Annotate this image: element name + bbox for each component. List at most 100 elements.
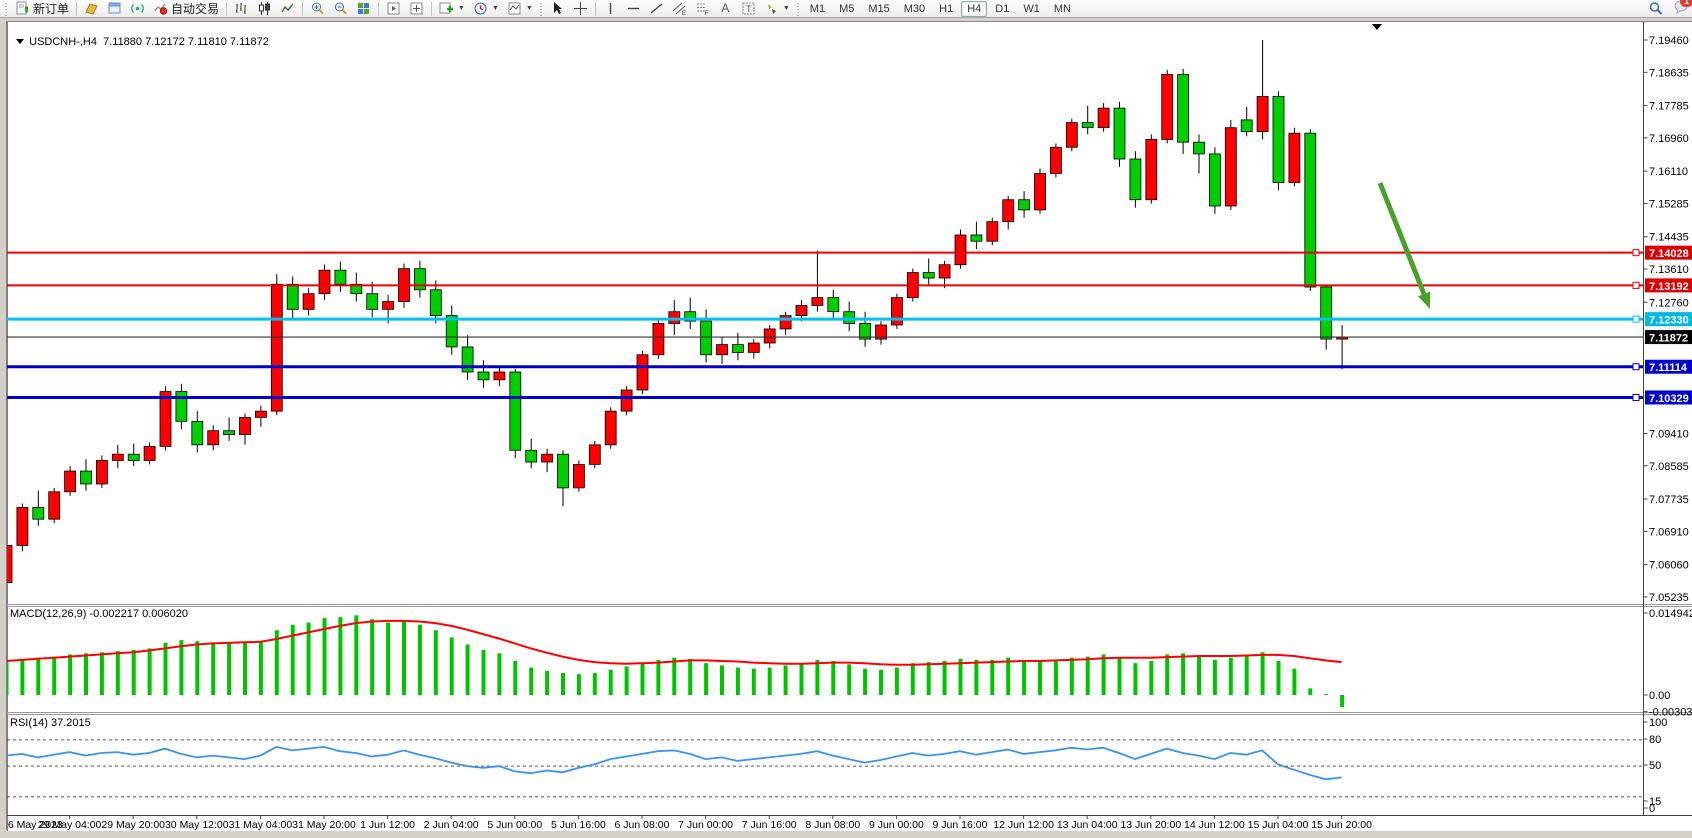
timeframe-button-D1[interactable]: D1 bbox=[995, 2, 1010, 15]
notifications-button[interactable]: 1 bbox=[1673, 0, 1692, 18]
bull-candle bbox=[779, 315, 792, 330]
line-drag-handle[interactable] bbox=[1632, 281, 1640, 289]
data-window-button[interactable] bbox=[405, 0, 428, 18]
new-order-button[interactable]: 新订单 bbox=[11, 0, 73, 18]
crosshair-tool-button[interactable] bbox=[569, 0, 592, 18]
fibonacci-tool-button[interactable]: F bbox=[691, 0, 714, 18]
indicators-button[interactable] bbox=[382, 0, 405, 18]
zoom-out-button[interactable] bbox=[329, 0, 352, 18]
bull-candle bbox=[493, 371, 506, 381]
price-tick-label: 7.14435 bbox=[1649, 232, 1689, 244]
chart-shift-marker[interactable] bbox=[1372, 24, 1382, 30]
symbol-menu-icon[interactable] bbox=[16, 39, 25, 44]
text-tool-button[interactable]: A bbox=[714, 0, 737, 18]
price-level-badge-text: 7.12330 bbox=[1649, 315, 1689, 327]
bear-candle bbox=[461, 346, 474, 373]
cursor-tool-button[interactable] bbox=[546, 0, 569, 18]
shapes-tool-button[interactable]: ▼ bbox=[760, 0, 794, 18]
trendline-tool-button[interactable] bbox=[645, 0, 668, 18]
candlestick-mode-button[interactable] bbox=[253, 0, 276, 18]
bear-candle bbox=[843, 311, 856, 324]
bull-candle bbox=[207, 430, 220, 446]
price-level-badge-text: 7.11114 bbox=[1649, 362, 1688, 374]
add-indicator-button[interactable]: ▼ bbox=[435, 0, 469, 18]
bear-candle bbox=[413, 268, 426, 291]
timeframe-button-M15[interactable]: M15 bbox=[868, 2, 890, 15]
toolbar-grip[interactable] bbox=[538, 1, 544, 16]
bull-candle bbox=[541, 453, 553, 463]
template-button[interactable]: ▼ bbox=[503, 0, 537, 18]
signal-button[interactable] bbox=[126, 0, 149, 18]
line-drag-handle[interactable] bbox=[1632, 249, 1640, 257]
line-drag-handle[interactable] bbox=[1632, 393, 1640, 401]
search-icon[interactable] bbox=[1648, 1, 1663, 16]
price-tick-label: 7.17785 bbox=[1649, 101, 1689, 113]
line-drag-handle[interactable] bbox=[1632, 363, 1640, 371]
toolbar-separator bbox=[378, 1, 380, 16]
price-tick-label: 7.16110 bbox=[1649, 166, 1688, 178]
fibonacci-icon: F bbox=[695, 1, 710, 17]
trend-arrow-head bbox=[1418, 291, 1430, 309]
signal-icon bbox=[130, 1, 145, 16]
bear-candle bbox=[191, 420, 204, 446]
bull-candle bbox=[636, 354, 649, 391]
timeframe-button-M5[interactable]: M5 bbox=[839, 2, 855, 15]
trend-arrow-annotation[interactable] bbox=[1377, 182, 1427, 295]
shapes-icon bbox=[764, 1, 779, 16]
bear-candle bbox=[80, 470, 92, 485]
market-watch-icon bbox=[84, 1, 99, 16]
time-tick-label: 30 May 12:00 bbox=[165, 819, 229, 831]
crosshair-icon bbox=[573, 1, 588, 16]
timeframe-button-W1[interactable]: W1 bbox=[1023, 2, 1040, 15]
price-tick-label: 7.07735 bbox=[1649, 494, 1689, 506]
autotrading-label: 自动交易 bbox=[171, 2, 220, 16]
rsi-line bbox=[5, 745, 1342, 781]
price-axis[interactable]: 7.19460 7.18635 7.17785 7.16960 7.16110 7.152… bbox=[1643, 35, 1689, 604]
bull-candle bbox=[573, 463, 585, 489]
bull-candle bbox=[254, 410, 267, 418]
bar-chart-mode-button[interactable] bbox=[230, 0, 253, 18]
time-tick-label: 9 Jun 00:00 bbox=[869, 819, 924, 831]
timeframe-button-M30[interactable]: M30 bbox=[903, 2, 926, 15]
toolbar-grip[interactable] bbox=[795, 1, 801, 16]
horizontal-line-tool-button[interactable] bbox=[622, 0, 645, 18]
price-tick-label: 7.09410 bbox=[1649, 428, 1689, 440]
market-watch-button[interactable] bbox=[80, 0, 103, 18]
period-icon bbox=[473, 1, 488, 16]
time-tick-label: 31 May 20:00 bbox=[292, 819, 356, 831]
price-level-badge bbox=[1645, 245, 1692, 260]
timeframe-button-M1[interactable]: M1 bbox=[809, 2, 826, 15]
timeframe-button-H1[interactable]: H1 bbox=[939, 2, 954, 15]
bear-candle bbox=[700, 320, 712, 356]
timeframe-button-H4[interactable]: H4 bbox=[961, 0, 988, 17]
line-chart-mode-button[interactable] bbox=[276, 0, 299, 18]
bear-candle bbox=[175, 391, 188, 422]
svg-text:E: E bbox=[682, 11, 686, 16]
charts-window-button[interactable] bbox=[103, 0, 126, 18]
bull-candle bbox=[159, 391, 172, 447]
line-drag-handle[interactable] bbox=[1632, 315, 1640, 323]
chart-symbol-title: USDCNH-,H4 bbox=[29, 36, 97, 48]
macd-signal-line bbox=[5, 619, 1342, 666]
vertical-line-tool-button[interactable] bbox=[599, 0, 622, 18]
bull-candle bbox=[318, 269, 331, 295]
new-order-icon bbox=[15, 1, 30, 16]
macd-axis-label: 0.00 bbox=[1649, 690, 1670, 702]
zoom-in-button[interactable] bbox=[306, 0, 329, 18]
bull-candle bbox=[1145, 139, 1158, 201]
autotrading-button[interactable]: 自动交易 bbox=[149, 0, 223, 18]
bull-candle bbox=[652, 323, 665, 356]
window-bottom-edge bbox=[0, 831, 1692, 838]
channel-tool-button[interactable]: E bbox=[668, 0, 691, 18]
template-icon bbox=[507, 1, 522, 16]
tile-windows-button[interactable] bbox=[352, 0, 375, 18]
bull-candle bbox=[716, 344, 728, 356]
toolbar-separator bbox=[594, 1, 596, 16]
toolbar-grip[interactable] bbox=[4, 1, 9, 16]
label-tool-button[interactable]: T bbox=[737, 0, 760, 18]
timeframe-button-MN[interactable]: MN bbox=[1053, 2, 1071, 15]
autotrading-icon bbox=[153, 1, 168, 16]
period-button[interactable]: ▼ bbox=[469, 0, 503, 18]
